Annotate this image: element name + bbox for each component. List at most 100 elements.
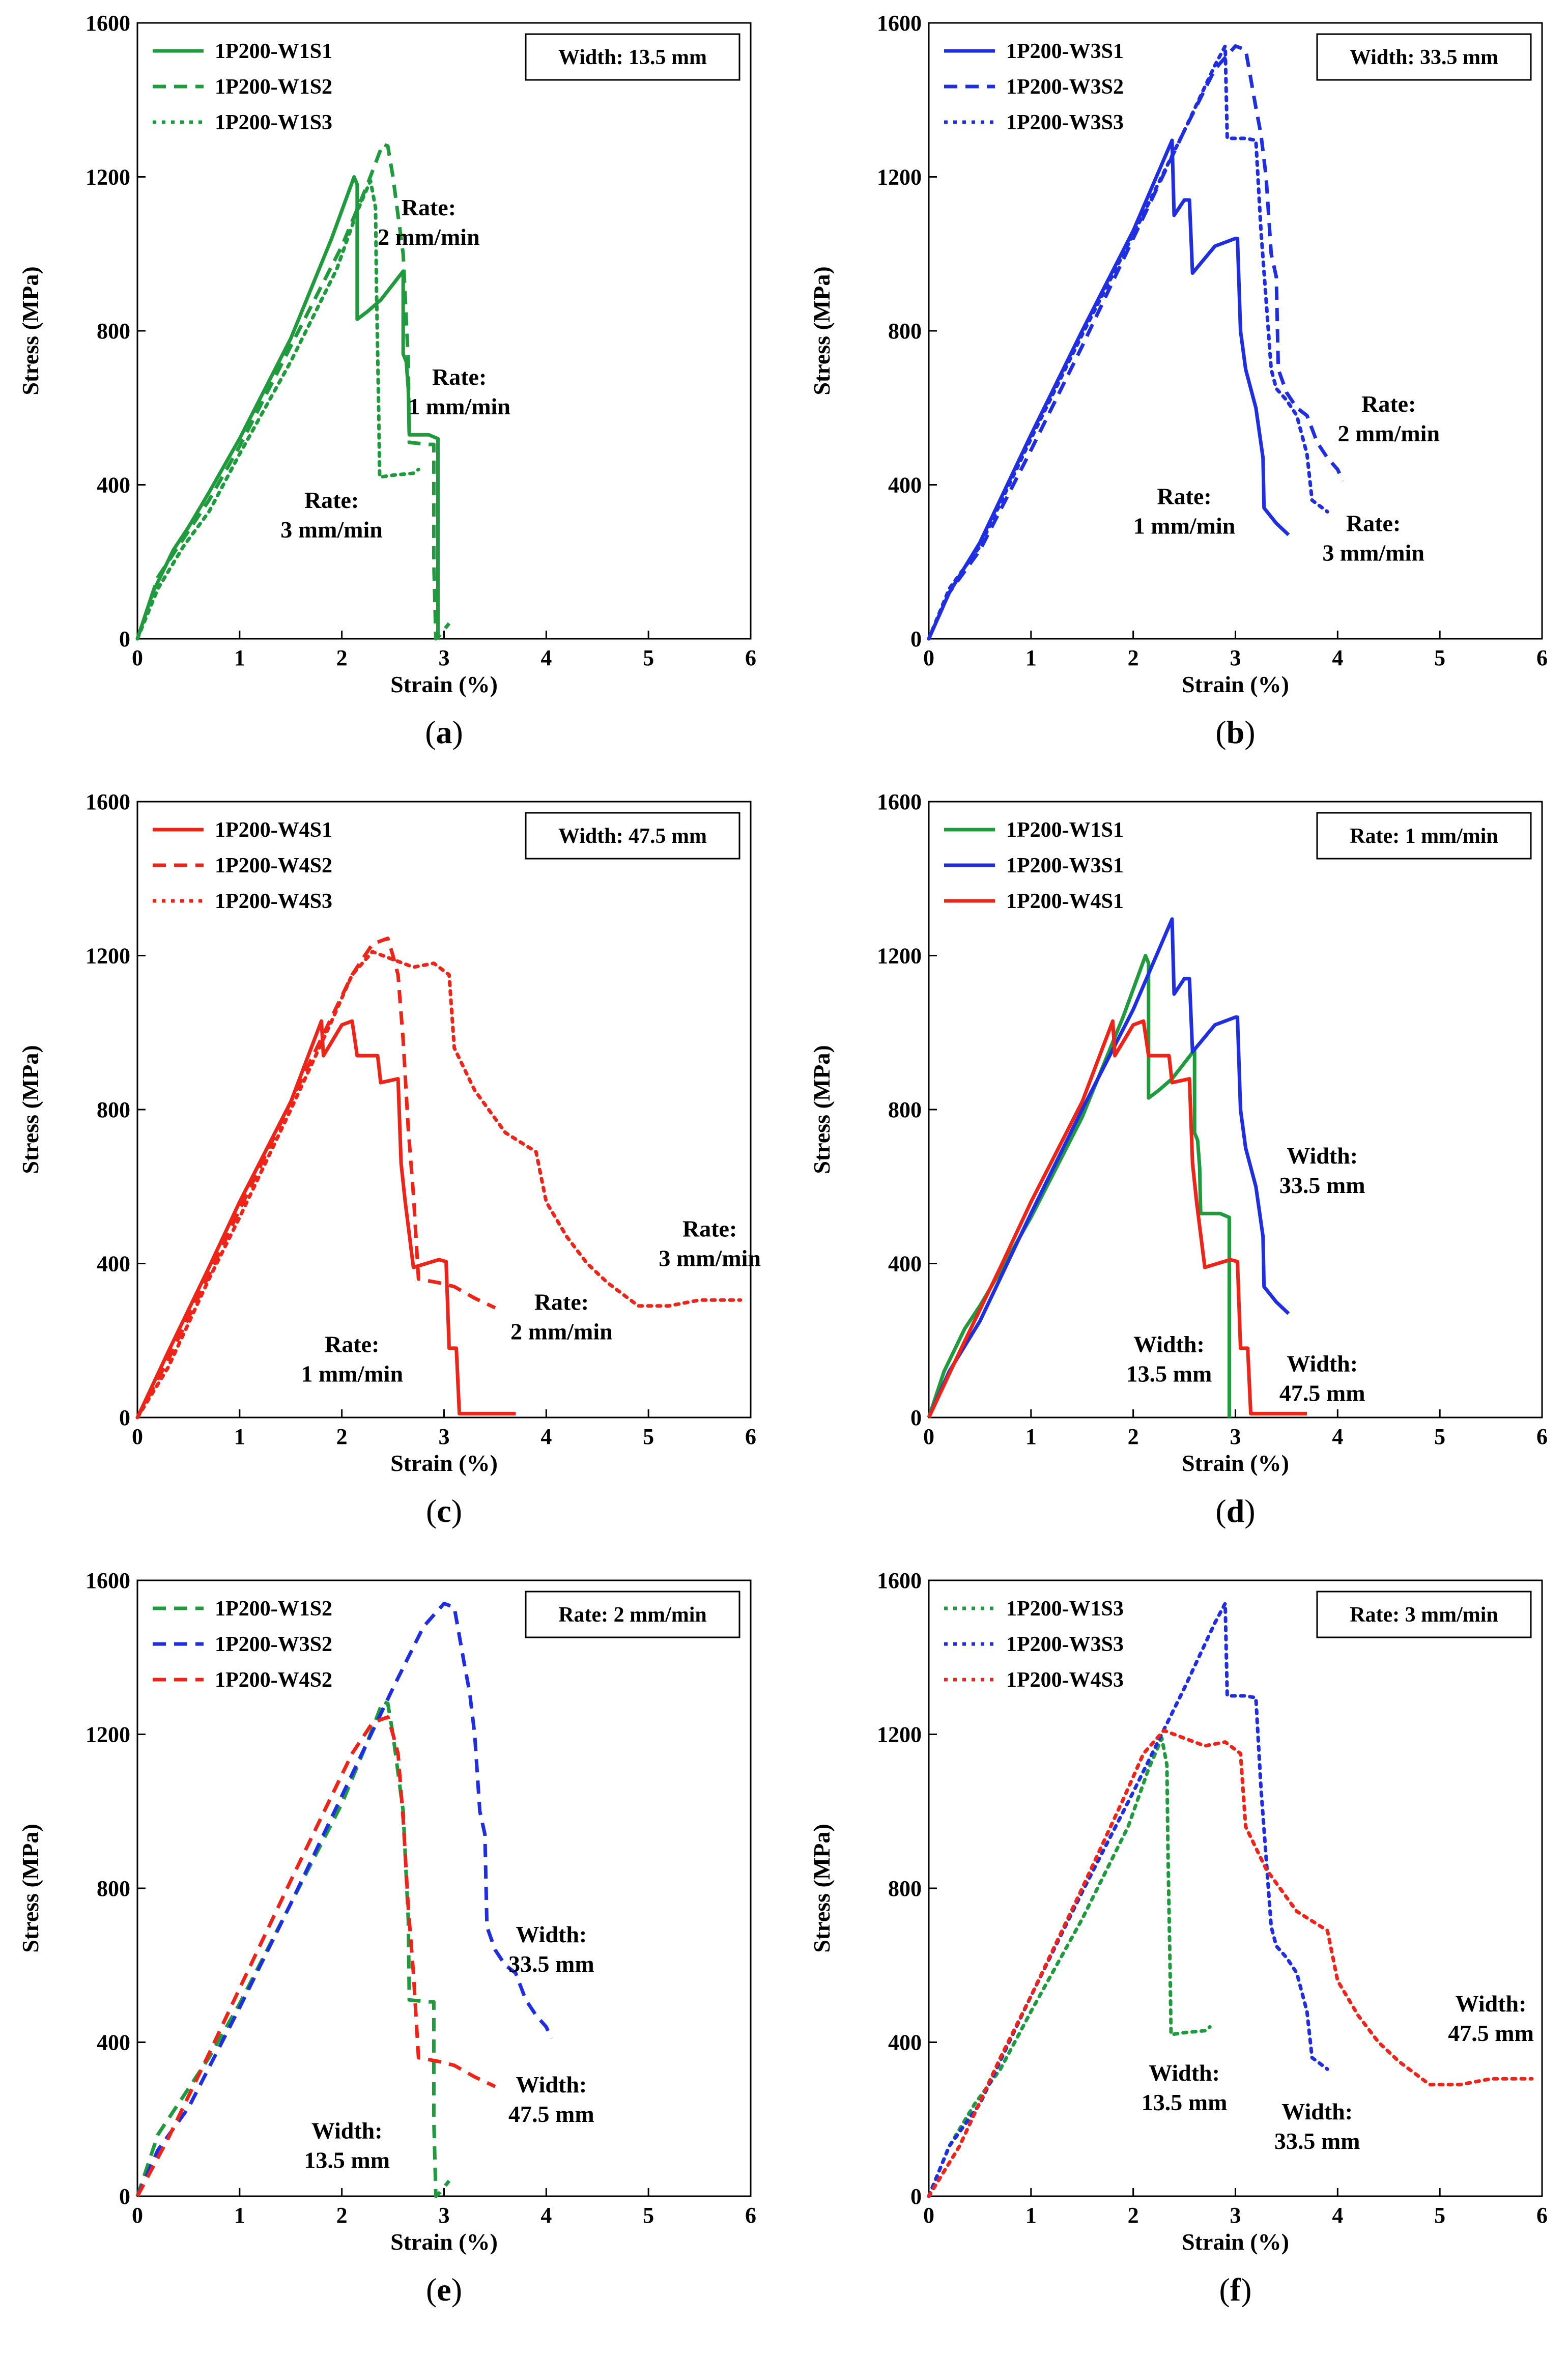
legend-label: 1P200-W3S3 bbox=[1006, 1633, 1124, 1656]
curve-annotation: 2 mm/min bbox=[378, 224, 480, 250]
y-tick-label: 0 bbox=[119, 2184, 130, 2209]
x-tick-label: 4 bbox=[1332, 2203, 1343, 2228]
curve-annotation: 47.5 mm bbox=[1279, 1380, 1365, 1406]
x-tick-label: 5 bbox=[1434, 645, 1445, 670]
curve-annotation: Width: bbox=[1287, 1350, 1358, 1376]
x-axis-title: Strain (%) bbox=[390, 1450, 498, 1476]
series-line-1p200-w4s3 bbox=[927, 1728, 1534, 2198]
panel-f: 0 400 800 1200 1600 0 1 2 3 4 5 6 Strain (%) Stress (… bbox=[809, 1568, 1548, 2308]
curve-annotation: Rate: bbox=[432, 364, 487, 390]
legend-label: 1P200-W4S2 bbox=[215, 1668, 332, 1692]
y-tick-label: 1200 bbox=[85, 944, 130, 969]
y-axis-title: Stress (MPa) bbox=[17, 1045, 43, 1174]
y-tick-label: 400 bbox=[97, 1252, 130, 1277]
panel-label-part: ) bbox=[451, 2272, 462, 2308]
x-tick-label: 3 bbox=[439, 645, 450, 670]
panel-label: (e) bbox=[426, 2272, 462, 2308]
curve-annotation: Width: bbox=[1456, 1991, 1527, 2017]
info-box bbox=[1316, 812, 1532, 860]
x-tick-label: 2 bbox=[1128, 645, 1139, 670]
series-line-1p200-w3s2 bbox=[135, 1601, 553, 2197]
series-line-1p200-w4s1 bbox=[927, 1019, 1307, 1419]
legend-label: 1P200-W1S2 bbox=[215, 1597, 332, 1621]
y-tick-label: 1600 bbox=[877, 1568, 922, 1593]
legend-label: 1P200-W1S1 bbox=[215, 40, 332, 63]
legend-label: 1P200-W1S2 bbox=[215, 75, 332, 99]
x-tick-label: 3 bbox=[439, 2203, 450, 2228]
y-tick-label: 1600 bbox=[85, 1568, 130, 1593]
x-tick-label: 0 bbox=[132, 1424, 143, 1449]
curve-annotation: Width: bbox=[1133, 1331, 1205, 1357]
legend-label: 1P200-W4S3 bbox=[215, 890, 332, 913]
y-tick-label: 400 bbox=[888, 2030, 922, 2055]
y-tick-label: 400 bbox=[97, 473, 130, 498]
curve-annotation: Width: bbox=[311, 2118, 383, 2144]
x-tick-label: 4 bbox=[540, 645, 552, 670]
panel-e: 0 400 800 1200 1600 0 1 2 3 4 5 6 Strain (%) Stress (… bbox=[17, 1568, 756, 2308]
curve-annotation: Width: bbox=[516, 2072, 587, 2097]
info-box-text: Width: 33.5 mm bbox=[1350, 46, 1498, 69]
x-tick-label: 5 bbox=[643, 2203, 654, 2228]
legend-label: 1P200-W1S1 bbox=[1006, 818, 1124, 842]
x-tick-label: 6 bbox=[1536, 1424, 1548, 1449]
curve-annotation: 13.5 mm bbox=[1126, 1360, 1212, 1386]
y-tick-label: 400 bbox=[97, 2030, 130, 2055]
x-tick-label: 0 bbox=[923, 1424, 934, 1449]
legend-label: 1P200-W3S1 bbox=[1006, 854, 1124, 877]
curve-annotation: Width: bbox=[1281, 2098, 1353, 2124]
series-line-1p200-w3s2 bbox=[927, 44, 1345, 640]
curve-annotation: 2 mm/min bbox=[1337, 420, 1440, 446]
y-tick-label: 1200 bbox=[877, 165, 922, 190]
x-tick-label: 6 bbox=[745, 645, 756, 670]
series-line-1p200-w1s3 bbox=[135, 179, 420, 641]
legend-label: 1P200-W4S1 bbox=[1006, 890, 1124, 913]
curve-annotation: Rate: bbox=[682, 1216, 737, 1242]
x-tick-label: 0 bbox=[132, 2203, 143, 2228]
y-tick-label: 0 bbox=[119, 627, 130, 651]
panel-label-part: e bbox=[437, 2272, 451, 2308]
x-tick-label: 6 bbox=[1536, 645, 1548, 670]
curve-annotation: Rate: bbox=[1361, 391, 1416, 417]
curve-annotation: 47.5 mm bbox=[508, 2101, 594, 2127]
y-axis-title: Stress (MPa) bbox=[809, 1824, 835, 1952]
curve-annotation: Rate: bbox=[325, 1331, 379, 1357]
legend-label: 1P200-W3S2 bbox=[1006, 75, 1124, 99]
series-line-1p200-w4s2 bbox=[135, 937, 496, 1419]
y-tick-label: 400 bbox=[888, 1252, 922, 1277]
panel-b: 0 400 800 1200 1600 0 1 2 3 4 5 6 Strain (%) Stress (… bbox=[809, 11, 1548, 750]
x-tick-label: 1 bbox=[234, 1424, 245, 1449]
x-tick-label: 5 bbox=[1434, 2203, 1445, 2228]
panel-label-part: ( bbox=[1215, 1493, 1226, 1529]
x-axis-title: Strain (%) bbox=[1182, 671, 1289, 697]
panel-label-part: ( bbox=[426, 2272, 437, 2308]
x-tick-label: 2 bbox=[336, 645, 348, 670]
panel-a: 0 400 800 1200 1600 0 1 2 3 4 5 6 Strain (%) Stress (… bbox=[17, 11, 756, 750]
panel-label: (d) bbox=[1215, 1493, 1255, 1529]
x-tick-label: 6 bbox=[745, 1424, 756, 1449]
panel-label: (a) bbox=[425, 714, 463, 750]
panel-label: (b) bbox=[1215, 714, 1255, 750]
curve-annotation: Rate: bbox=[534, 1289, 589, 1315]
panel-label-part: ) bbox=[451, 1493, 462, 1529]
curve-annotation: 1 mm/min bbox=[408, 393, 510, 419]
info-box bbox=[525, 33, 740, 81]
y-tick-label: 800 bbox=[97, 319, 130, 344]
info-box bbox=[525, 1591, 740, 1638]
y-tick-label: 800 bbox=[888, 1097, 922, 1122]
curve-annotation: Width: bbox=[516, 1921, 587, 1947]
x-axis-title: Strain (%) bbox=[1182, 2229, 1289, 2255]
x-tick-label: 4 bbox=[1332, 1424, 1343, 1449]
x-tick-label: 5 bbox=[643, 1424, 654, 1449]
y-tick-label: 1200 bbox=[85, 1722, 130, 1747]
x-tick-label: 0 bbox=[923, 2203, 934, 2228]
curve-annotation: 3 mm/min bbox=[659, 1245, 761, 1271]
panel-label-part: ( bbox=[1215, 714, 1226, 750]
curve-annotation: Width: bbox=[1287, 1143, 1358, 1169]
panel-label-part: ( bbox=[425, 714, 436, 750]
x-tick-label: 3 bbox=[1230, 1424, 1241, 1449]
x-tick-label: 1 bbox=[234, 2203, 245, 2228]
legend-label: 1P200-W4S2 bbox=[215, 854, 332, 877]
x-tick-label: 2 bbox=[336, 2203, 348, 2228]
y-axis-title: Stress (MPa) bbox=[17, 1824, 43, 1952]
